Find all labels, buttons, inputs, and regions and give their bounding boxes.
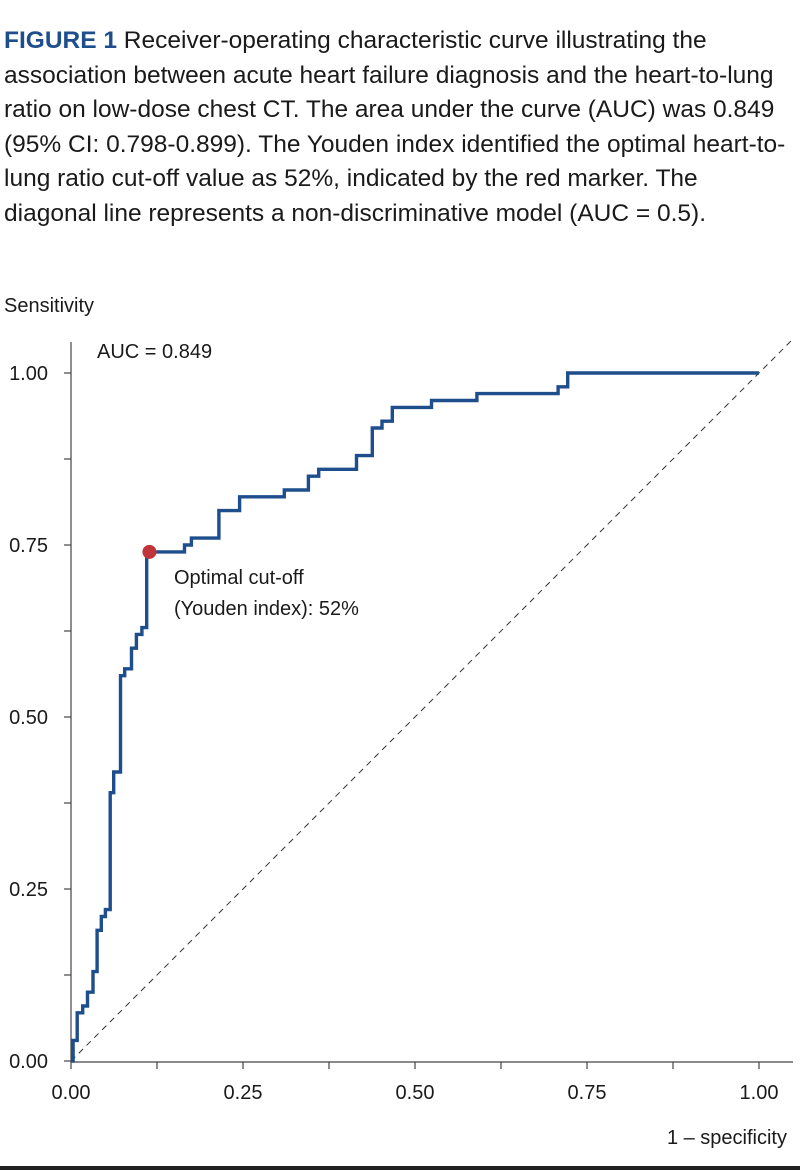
bottom-rule [0, 1166, 800, 1170]
y-tick-label: 1.00 [9, 363, 48, 385]
caption-text: Receiver-operating characteristic curve … [4, 27, 786, 227]
y-tick-label: 0.00 [9, 1051, 48, 1073]
x-tick-label: 0.75 [568, 1082, 607, 1104]
x-tick-label: 0.00 [52, 1082, 91, 1104]
optimal-cutoff-marker [142, 544, 157, 559]
y-tick-label: 0.25 [9, 879, 48, 901]
cutoff-annotation-line2: (Youden index): 52% [174, 598, 359, 620]
figure-label: FIGURE 1 [4, 27, 117, 54]
cutoff-annotation-line1: Optimal cut-off [174, 567, 304, 589]
figure-caption: FIGURE 1 Receiver-operating characterist… [4, 24, 794, 231]
y-axis-label: Sensitivity [4, 295, 94, 317]
y-tick-label: 0.50 [9, 707, 48, 729]
y-tick-label: 0.75 [9, 535, 48, 557]
x-tick-label: 0.50 [396, 1082, 435, 1104]
x-tick-label: 0.25 [224, 1082, 263, 1104]
auc-annotation: AUC = 0.849 [97, 341, 212, 363]
x-tick-label: 1.00 [740, 1082, 779, 1104]
reference-diagonal-line [70, 338, 794, 1062]
x-axis-label: 1 – specificity [667, 1127, 787, 1149]
